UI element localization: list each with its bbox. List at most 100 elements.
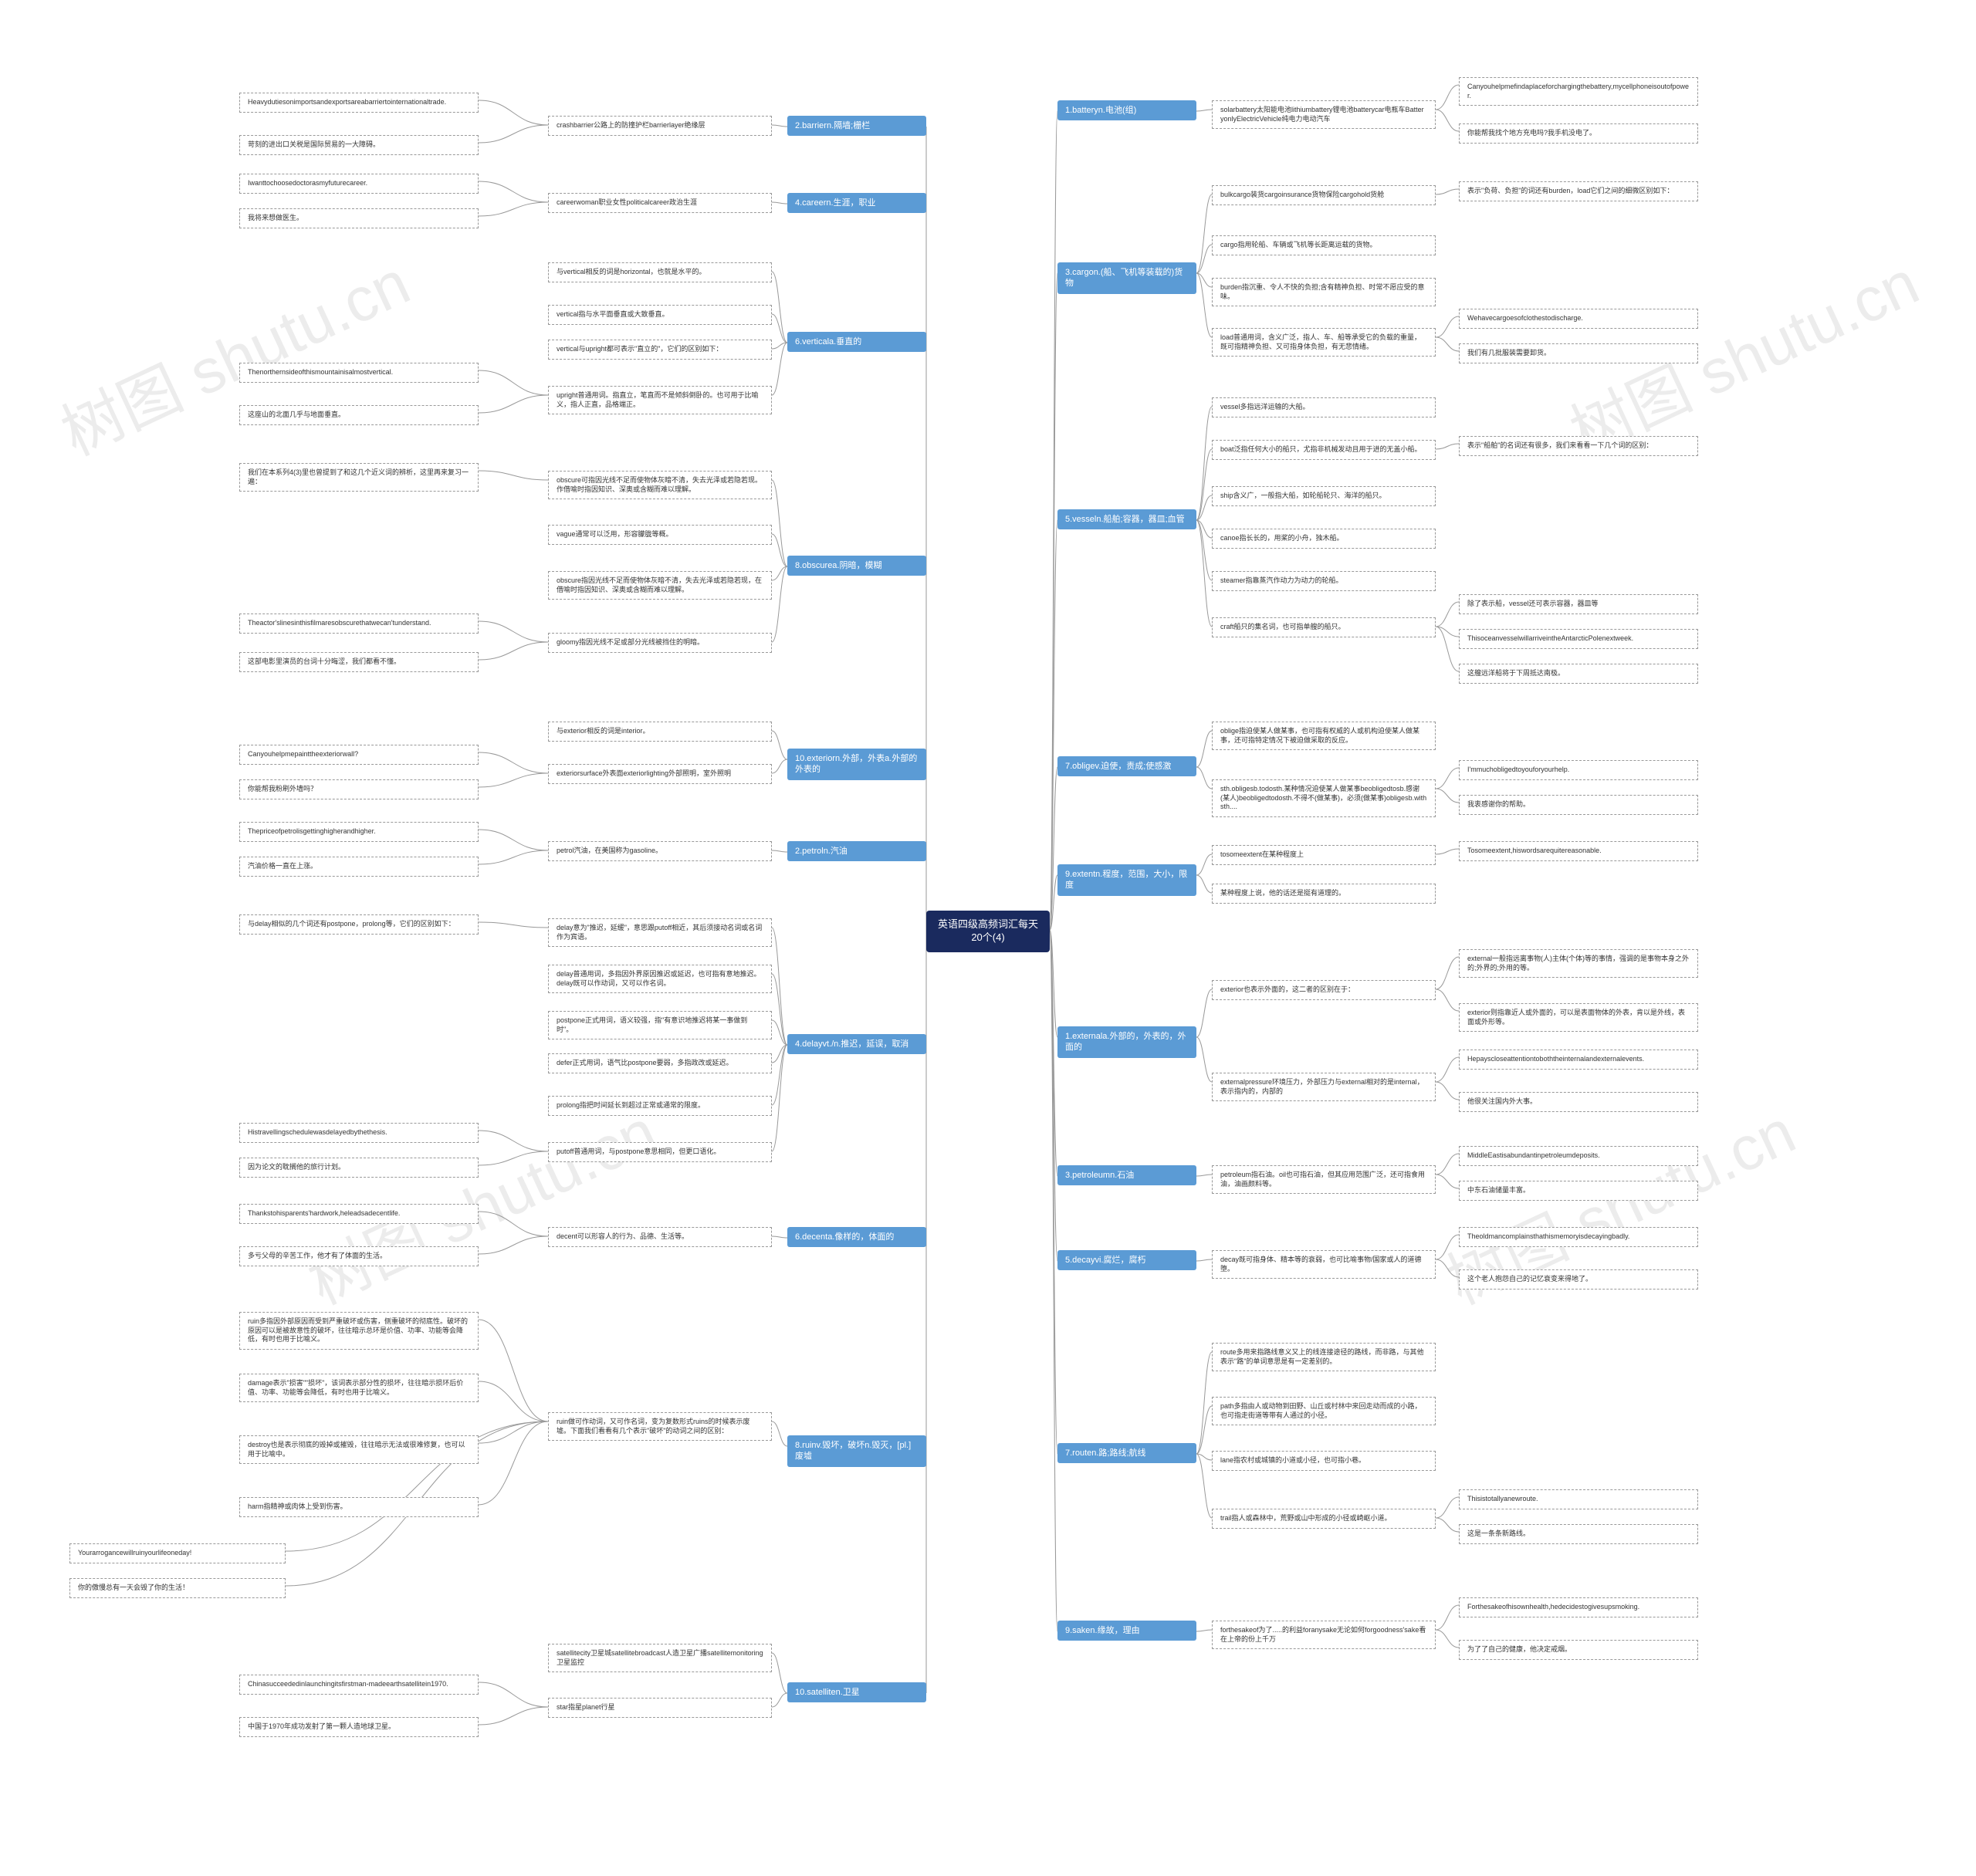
- watermark: 树图 shutu.cn: [292, 1083, 668, 1322]
- leaf: Canyouhelpmepainttheexteriorwall?: [239, 745, 479, 765]
- category: 1.batteryn.电池(组): [1057, 100, 1196, 120]
- leaf: Theoldmancomplainsthathismemoryisdecayin…: [1459, 1227, 1698, 1247]
- leaf: 你能帮我找个地方充电吗?我手机没电了。: [1459, 123, 1698, 144]
- category: 8.ruinv.毁坏，破坏n.毁灭，[pl.]废墟: [787, 1435, 926, 1467]
- category: 4.delayvt./n.推迟，延误，取消: [787, 1034, 926, 1054]
- sub: satellitecity卫星城satellitebroadcast人造卫星广播…: [548, 1644, 772, 1672]
- sub: boat泛指任何大小的船只，尤指非机械发动且用于进的无盖小船。: [1212, 440, 1436, 460]
- category: 4.careern.生涯，职业: [787, 193, 926, 213]
- sub: defer正式用词，语气比postpone要弱，多指政改或延迟。: [548, 1053, 772, 1073]
- category: 6.decenta.像样的，体面的: [787, 1227, 926, 1247]
- sub: 与exterior相反的词是interior。: [548, 722, 772, 742]
- sub: lane指农村或城镇的小道或小径，也可指小巷。: [1212, 1451, 1436, 1471]
- category: 3.petroleumn.石油: [1057, 1165, 1196, 1185]
- sub: petroleum指石油。oil也可指石油，但其应用范围广泛，还可指食用油，油画…: [1212, 1165, 1436, 1194]
- sub: route多用来指路线意义又上的线连接途径的路线，而非路，与其他表示"路"的单词…: [1212, 1343, 1436, 1371]
- category: 1.externala.外部的，外表的，外面的: [1057, 1026, 1196, 1058]
- sub: petrol汽油，在美国称为gasoline。: [548, 841, 772, 861]
- sub: 与vertical相反的词是horizontal，也就是水平的。: [548, 262, 772, 282]
- leaf: destroy也是表示彻底的毁掉或摧毁，往往暗示无法或很难修复，也可以用于比喻中…: [239, 1435, 479, 1464]
- leaf: Hepayscloseattentiontoboththeinternaland…: [1459, 1050, 1698, 1070]
- leaf: ThisoceanvesselwillarriveintheAntarcticP…: [1459, 629, 1698, 649]
- sub: ship含义广，一般指大船，如轮船轮只、海洋的船只。: [1212, 486, 1436, 506]
- leaf: 他很关注国内外大事。: [1459, 1092, 1698, 1112]
- leaf: ruin多指因外部原因而受到严重破坏或伤害，侧重破坏的彻底性。破坏的原因可以是被…: [239, 1312, 479, 1350]
- sub: exteriorsurface外表面exteriorlighting外部照明，室…: [548, 764, 772, 784]
- leaf: 这个老人抱怨自己的记忆衰变来得地了。: [1459, 1269, 1698, 1290]
- leaf: 与delay相似的几个词还有postpone，prolong等，它们的区别如下：: [239, 914, 479, 935]
- leaf: Theactor'slinesinthisfilmaresobscurethat…: [239, 614, 479, 634]
- category: 8.obscurea.阴暗，模糊: [787, 556, 926, 576]
- leaf: 为了了自己的健康，他决定戒烟。: [1459, 1640, 1698, 1660]
- leaf: Heavydutiesonimportsandexportsareabarrie…: [239, 93, 479, 113]
- leaf: 多亏父母的辛苦工作，他才有了体面的生活。: [239, 1246, 479, 1266]
- leaf: 我将来想做医生。: [239, 208, 479, 228]
- sub: vertical与upright都可表示"直立的"，它们的区别如下：: [548, 340, 772, 360]
- sub: externalpressure环境压力，外部压力与external相对的是in…: [1212, 1073, 1436, 1101]
- leaf: 这部电影里演员的台词十分晦涩，我们都看不懂。: [239, 652, 479, 672]
- sub: bulkcargo装货cargoinsurance货物保险cargohold货舱: [1212, 185, 1436, 205]
- sub: delay普通用词，多指因外界原因推迟或延迟，也可指有意地推迟。delay既可以…: [548, 965, 772, 993]
- sub: cargo指用轮船、车辆或飞机等长距离运载的货物。: [1212, 235, 1436, 255]
- category: 7.routen.路;路线;航线: [1057, 1443, 1196, 1463]
- sub: prolong指把时间延长到超过正常或通常的限度。: [548, 1096, 772, 1116]
- category: 3.cargon.(船、飞机等装载的)货物: [1057, 262, 1196, 294]
- sub: crashbarrier公路上的防撞护栏barrierlayer绝缘层: [548, 116, 772, 136]
- leaf: 这是一条条新路线。: [1459, 1524, 1698, 1544]
- sub: sth.obligesb.todosth.某种情况迫使某人做某事beoblige…: [1212, 779, 1436, 817]
- sub: star指星planet行星: [548, 1698, 772, 1718]
- leaf: 除了表示船，vessel还可表示容器，器皿等: [1459, 594, 1698, 614]
- leaf: Thepriceofpetrolisgettinghigherandhigher…: [239, 822, 479, 842]
- sub: forthesakeof为了.....的利益foranysake无论如何forg…: [1212, 1621, 1436, 1649]
- leaf: Yourarrogancewillruinyourlifeoneday!: [69, 1543, 286, 1563]
- sub: delay意为"推迟，延缓"，意思跟putoff相近，其后须接动名词或名词作为宾…: [548, 918, 772, 947]
- leaf: 汽油价格一直在上涨。: [239, 857, 479, 877]
- leaf: 你的傲慢总有一天会毁了你的生活！: [69, 1578, 286, 1598]
- sub: ruin做可作动词，又可作名词，变为复数形式ruins的时候表示废墟。下面我们看…: [548, 1412, 772, 1441]
- leaf: Thankstohisparents'hardwork,heleadsadece…: [239, 1204, 479, 1224]
- leaf: 因为论文的耽搁他的旅行计划。: [239, 1158, 479, 1178]
- category: 2.petroln.汽油: [787, 841, 926, 861]
- category: 9.extentn.程度，范围，大小，限度: [1057, 864, 1196, 896]
- leaf: 中东石油储量丰富。: [1459, 1181, 1698, 1201]
- leaf: 这座山的北面几乎与地面垂直。: [239, 405, 479, 425]
- root-node: 英语四级高频词汇每天20个(4): [926, 911, 1050, 952]
- sub: canoe指长长的，用桨的小舟，独木船。: [1212, 529, 1436, 549]
- sub: craft船只的集名词，也可指单艘的船只。: [1212, 617, 1436, 637]
- sub: steamer指靠蒸汽作动力为动力的轮船。: [1212, 571, 1436, 591]
- sub: load普通用词，含义广泛，指人、车、船等承受它的负载的重量，既可指精神负担、又…: [1212, 328, 1436, 357]
- category: 10.satelliten.卫星: [787, 1682, 926, 1702]
- sub: tosomeextent在某种程度上: [1212, 845, 1436, 865]
- category: 10.exteriorn.外部，外表a.外部的外表的: [787, 749, 926, 780]
- watermark: 树图 shutu.cn: [45, 234, 421, 473]
- leaf: harm指精神或肉体上受到伤害。: [239, 1497, 479, 1517]
- category: 7.obligev.迫使，责成;使感激: [1057, 756, 1196, 776]
- sub: exterior也表示外面的，这二者的区别在于：: [1212, 980, 1436, 1000]
- category: 5.decayvi.腐烂，腐朽: [1057, 1250, 1196, 1270]
- leaf: 这艘远洋船将于下周抵达南极。: [1459, 664, 1698, 684]
- leaf: Tosomeextent,hiswordsarequitereasonable.: [1459, 841, 1698, 861]
- sub: decent可以形容人的行为、品德、生活等。: [548, 1227, 772, 1247]
- sub: decay既可指身体、精本等的衰弱，也可比喻事物/国家或人的道德堕。: [1212, 1250, 1436, 1279]
- category: 9.saken.缘故，理由: [1057, 1621, 1196, 1641]
- leaf: exterior则指靠近人或外面的，可以是表面物体的外表，肯以是外线，表面或外形…: [1459, 1003, 1698, 1032]
- leaf: 我们在本系列4(3)里也曾提到了和这几个近义词的辨析，这里再来复习一遍：: [239, 463, 479, 492]
- leaf: Canyouhelpmefindaplaceforchargingthebatt…: [1459, 77, 1698, 106]
- leaf: 表示"负荷、负担"的词还有burden，load它们之间的细微区别如下：: [1459, 181, 1698, 201]
- sub: burden指沉重、令人不快的负担;含有精神负担、时常不愿应受的意味。: [1212, 278, 1436, 306]
- sub: obscure指因光线不足而使物体灰暗不清，失去光泽或若隐若现，在借喻时指因知识…: [548, 571, 772, 600]
- leaf: 你能帮我粉刷外墙吗？: [239, 779, 479, 799]
- leaf: Histravellingschedulewasdelayedbythethes…: [239, 1123, 479, 1143]
- sub: oblige指迫使某人做某事，也可指有权威的人或机构迫使某人做某事，还可指特定情…: [1212, 722, 1436, 750]
- sub: trail指人或森林中，荒野或山中形成的小径或崎岖小道。: [1212, 1509, 1436, 1529]
- leaf: 我衷感谢你的帮助。: [1459, 795, 1698, 815]
- category: 6.verticala.垂直的: [787, 332, 926, 352]
- leaf: 表示"船舶"的名词还有很多，我们来看看一下几个词的区别：: [1459, 436, 1698, 456]
- leaf: 苛刻的进出口关税是国际贸易的一大障碍。: [239, 135, 479, 155]
- category: 5.vesseln.船舶;容器，器皿;血管: [1057, 509, 1196, 529]
- sub: gloomy指因光线不足或部分光线被挡住的明暗。: [548, 633, 772, 653]
- sub: solarbattery太阳能电池lithiumbattery锂电池batter…: [1212, 100, 1436, 129]
- sub: obscure可指因光线不足而使物体灰暗不清，失去光泽或若隐若现。作借喻时指因知…: [548, 471, 772, 499]
- sub: 某种程度上说，他的话还是挺有道理的。: [1212, 884, 1436, 904]
- leaf: I'mmuchobligedtoyouforyourhelp.: [1459, 760, 1698, 780]
